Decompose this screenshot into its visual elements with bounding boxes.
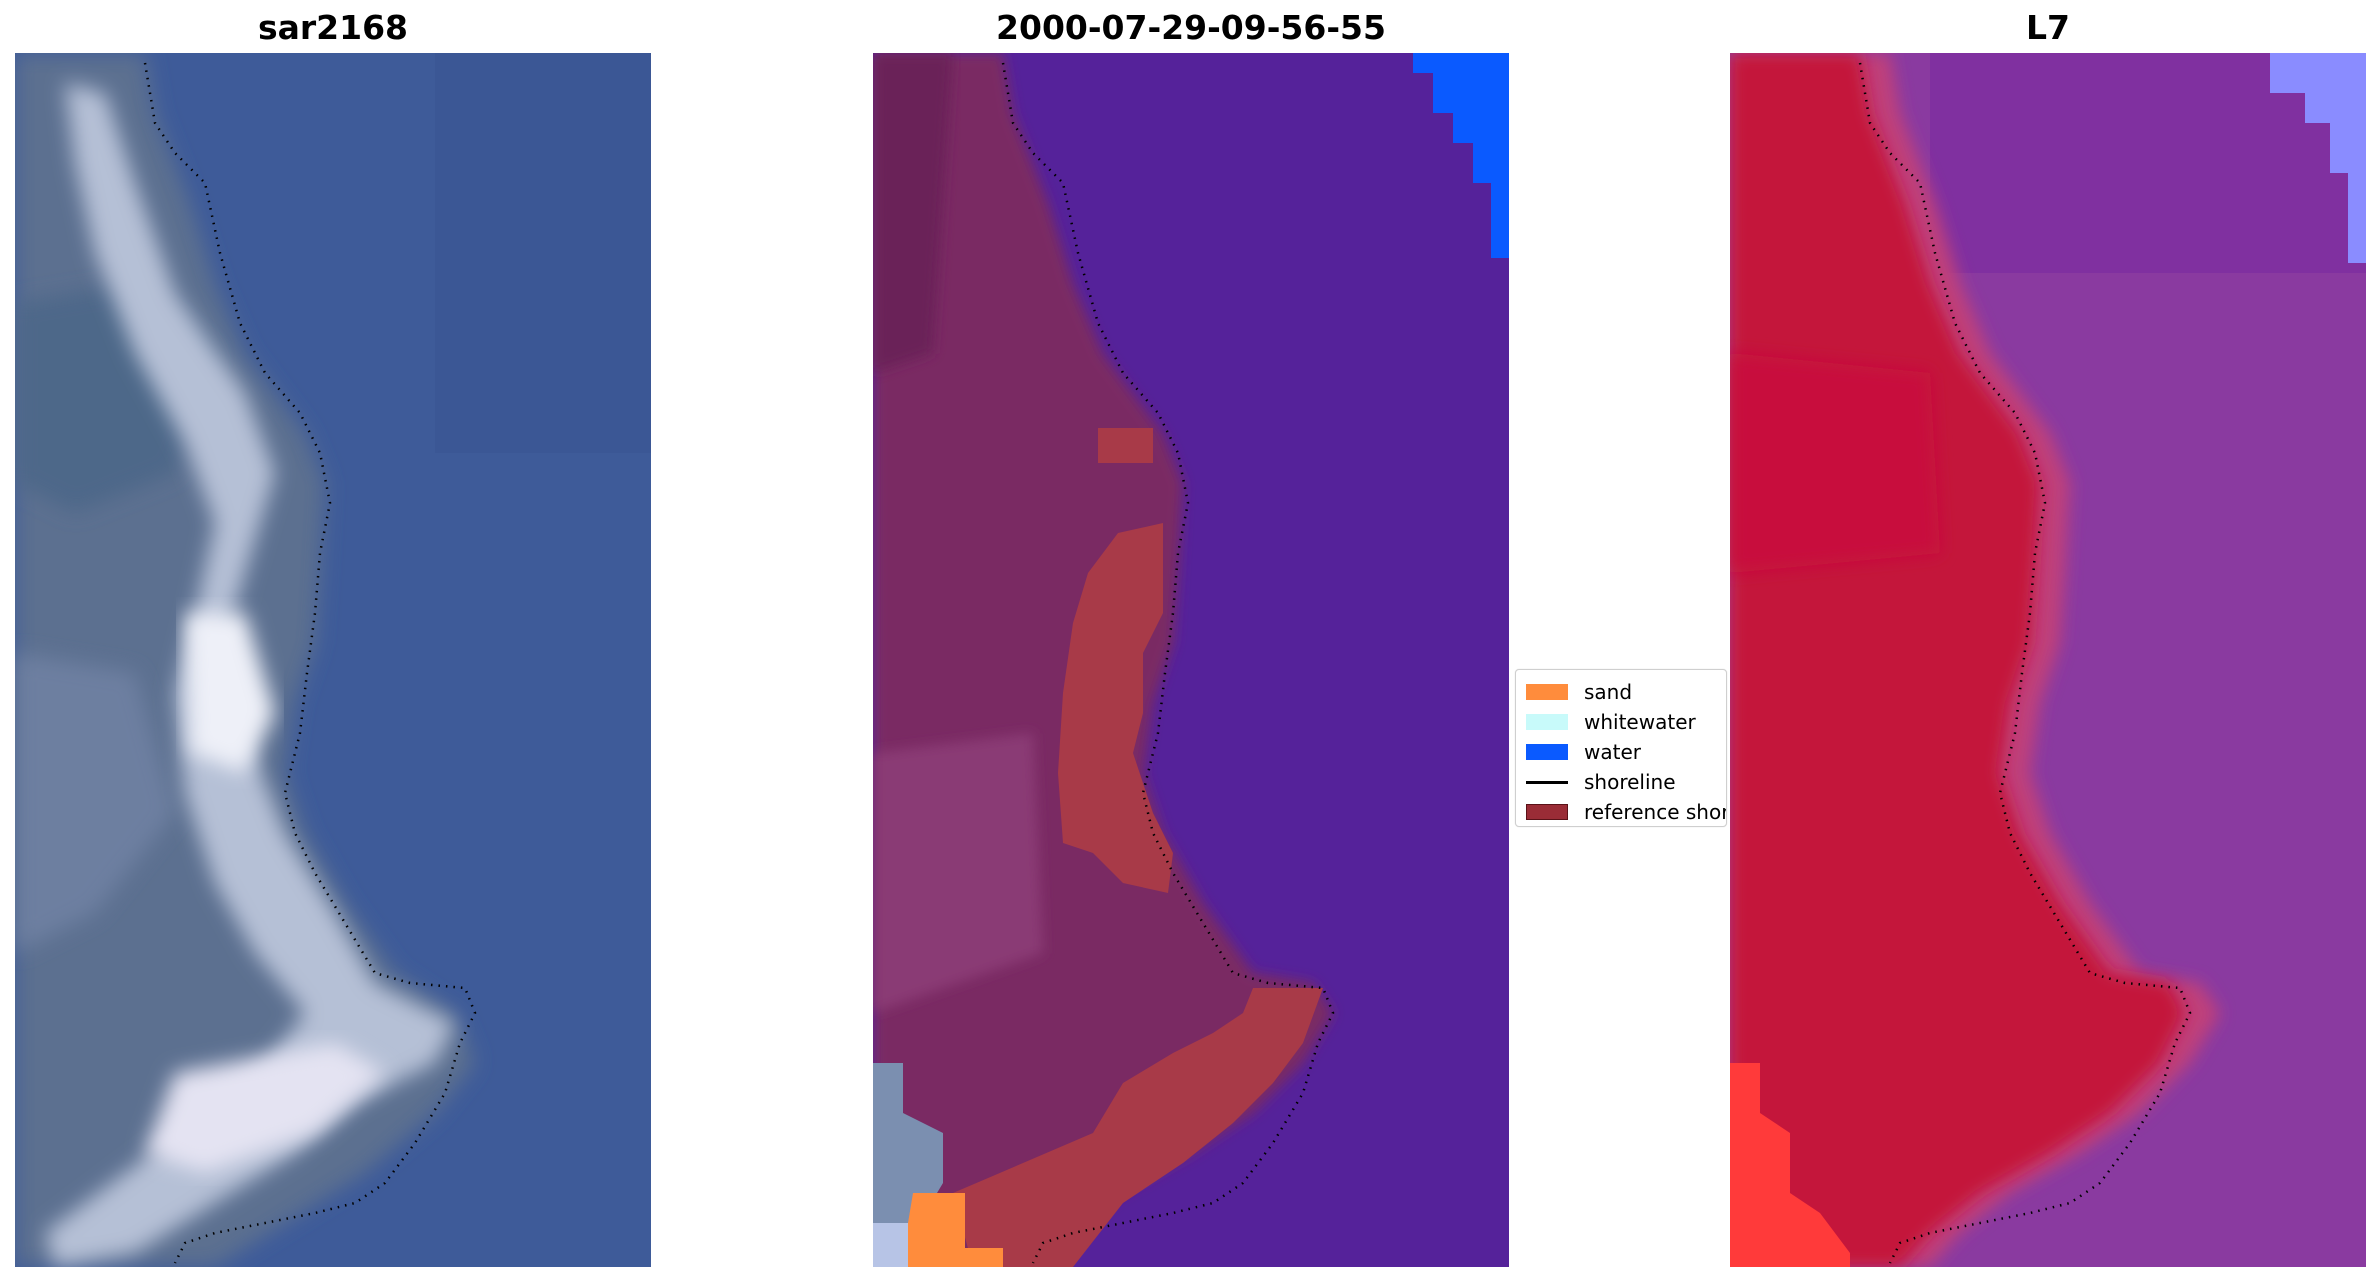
l7-false-color-image <box>1730 53 2366 1267</box>
reference-shoreline-swatch <box>1526 804 1568 820</box>
shoreline-swatch <box>1526 780 1568 784</box>
legend-item-whitewater: whitewater <box>1526 710 1726 734</box>
shoreline-line <box>143 62 477 1264</box>
legend-label: water <box>1584 740 1641 764</box>
classified-image-panel <box>873 53 1509 1267</box>
legend-label: sand <box>1584 680 1633 704</box>
rgb-satellite-image <box>15 53 651 1267</box>
legend-item-sand: sand <box>1526 680 1726 704</box>
panel-title-1: sar2168 <box>257 8 409 47</box>
legend-item-reference-shoreline: reference shoreline <box>1526 800 1727 824</box>
water-swatch <box>1526 744 1568 760</box>
sand-class-patch <box>908 1193 1003 1267</box>
whitewater-swatch <box>1526 714 1568 730</box>
legend-label: whitewater <box>1584 710 1696 734</box>
bright-water-patch <box>2270 53 2366 263</box>
water-class-patch <box>1413 53 1509 258</box>
reference-shoreline-patch <box>1098 428 1153 463</box>
l7-image-panel <box>1730 53 2366 1267</box>
sand-swatch <box>1526 684 1568 700</box>
rgb-image-panel <box>15 53 651 1267</box>
land-area <box>1730 53 2185 1267</box>
legend-label: reference shoreline <box>1584 800 1727 824</box>
classified-image <box>873 53 1509 1267</box>
legend-item-water: water <box>1526 740 1726 764</box>
legend-item-shoreline: shoreline <box>1526 770 1726 794</box>
legend-label: shoreline <box>1584 770 1676 794</box>
panel-title-3: L7 <box>2026 8 2070 47</box>
panel-title-2: 2000-07-29-09-56-55 <box>996 8 1386 47</box>
legend: sand whitewater water shoreline referenc… <box>1515 669 1727 827</box>
